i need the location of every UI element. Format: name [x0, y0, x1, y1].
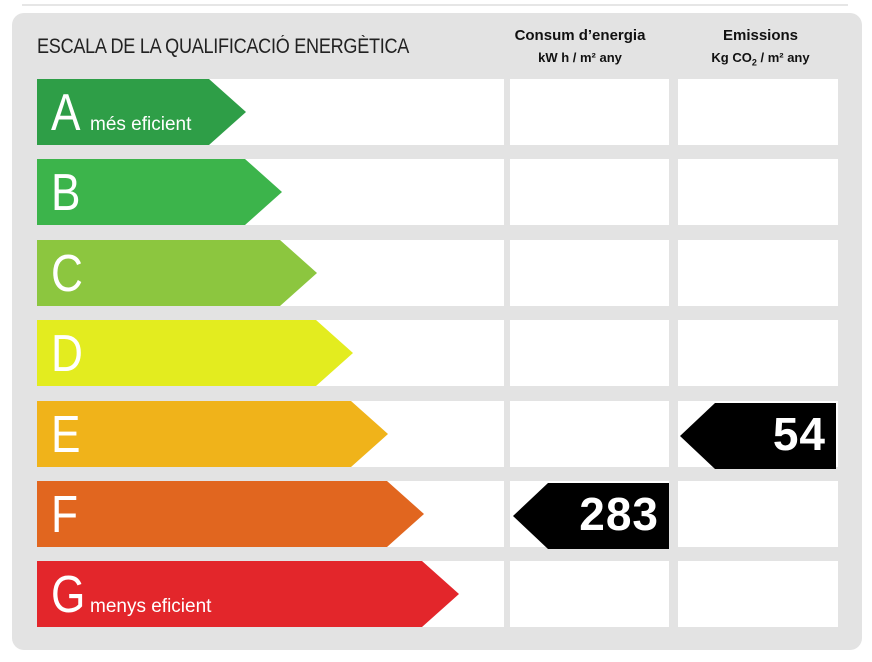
consum-title: Consum d’energia: [514, 27, 646, 44]
consum-cell: [510, 561, 669, 627]
rating-arrow-c: C: [37, 240, 317, 306]
emissions-cell: [678, 481, 838, 547]
rating-row-c: C: [0, 240, 872, 306]
consum-unit: kW h / m² any: [538, 50, 622, 65]
rating-letter: C: [51, 245, 83, 303]
rating-row-b: B: [0, 159, 872, 225]
rating-letter: G: [51, 566, 86, 624]
rating-arrow-f: F: [37, 481, 424, 547]
emissions-cell: [678, 561, 838, 627]
consum-cell: [510, 401, 669, 467]
consum-value-marker: 283: [513, 483, 669, 549]
rating-letter: A: [51, 84, 81, 142]
rating-letter: B: [51, 164, 81, 222]
emissions-unit: Kg CO2 / m² any: [711, 50, 810, 68]
consum-cell: [510, 240, 669, 306]
rating-letter: D: [51, 325, 83, 383]
emissions-cell: [678, 320, 838, 386]
emissions-column-header: Emissions Kg CO2 / m² any: [683, 27, 838, 68]
consum-cell: [510, 79, 669, 145]
emissions-value: 54: [772, 408, 826, 460]
rating-row-e: E 54: [0, 401, 872, 469]
consum-cell: [510, 320, 669, 386]
emissions-cell: [678, 159, 838, 225]
label-title: ESCALA DE LA QUALIFICACIÓ ENERGÈTICA: [37, 35, 410, 58]
consum-cell: [510, 159, 669, 225]
emissions-cell: [678, 240, 838, 306]
rating-arrow-b: B: [37, 159, 282, 225]
rating-arrow-d: D: [37, 320, 353, 386]
consum-column-header: Consum d’energia kW h / m² any: [505, 27, 655, 65]
rating-sublabel: més eficient: [90, 114, 192, 135]
rating-row-f: F 283: [0, 481, 872, 549]
emissions-title: Emissions: [722, 27, 799, 44]
rating-arrow-e: E: [37, 401, 388, 467]
rating-row-d: D: [0, 320, 872, 386]
emissions-cell: [678, 79, 838, 145]
rating-letter: F: [51, 486, 79, 544]
emissions-value-marker: 54: [680, 403, 836, 469]
rating-letter: E: [51, 406, 81, 464]
rating-sublabel: menys eficient: [90, 596, 212, 617]
consum-value: 283: [579, 488, 659, 540]
top-divider: [22, 0, 848, 6]
